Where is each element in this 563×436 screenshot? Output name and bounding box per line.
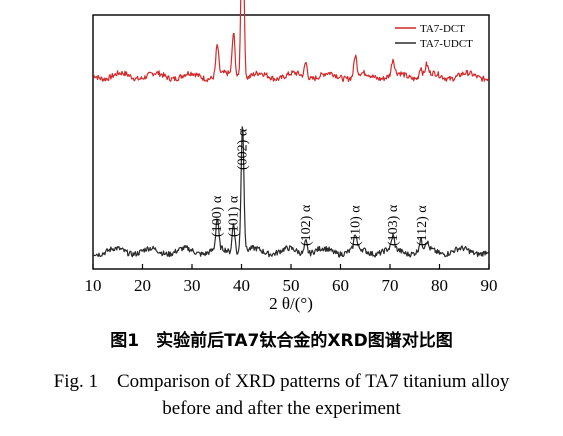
x-tick-label-90: 90 [481, 276, 498, 295]
x-axis-tick-labels: 10 20 30 40 50 60 70 80 90 [85, 276, 498, 295]
legend-label-tadct: TA7-DCT [420, 23, 465, 35]
peak-label-3: (102) α [299, 204, 314, 246]
peak-label-6: (112) α [415, 205, 430, 246]
x-tick-label-20: 20 [134, 276, 151, 295]
x-tick-label-60: 60 [332, 276, 349, 295]
peak-label-5: (103) α [386, 204, 401, 246]
series-line-ta7-dct [92, 0, 489, 83]
peak-label-4: (110) α [348, 205, 363, 246]
peak-label-2: (002) α [235, 128, 250, 170]
series-line-ta7-udct [92, 126, 490, 258]
x-tick-label-40: 40 [233, 276, 250, 295]
legend-label-taudct: TA7-UDCT [420, 38, 473, 50]
caption-english-line1: Fig. 1 Comparison of XRD patterns of TA7… [53, 371, 510, 392]
x-tick-label-10: 10 [85, 276, 102, 295]
series-traces [92, 0, 490, 258]
caption-english-line2: before and after the experiment [162, 398, 401, 419]
x-tick-label-80: 80 [431, 276, 448, 295]
peak-label-0: (100) α [210, 195, 225, 237]
x-tick-label-70: 70 [382, 276, 399, 295]
legend: TA7-DCT TA7-UDCT [395, 23, 473, 50]
x-axis-ticks [92, 264, 490, 269]
x-axis-label: 2 θ/(°) [269, 294, 313, 313]
x-tick-label-30: 30 [184, 276, 201, 295]
peak-annotations: (100) α (101) α (002) α (102) α (110) α (103)… [210, 128, 430, 246]
x-tick-label-50: 50 [283, 276, 300, 295]
caption-chinese: 图1 实验前后TA7钛合金的XRD图谱对比图 [110, 331, 453, 351]
peak-label-1: (101) α [227, 195, 242, 237]
